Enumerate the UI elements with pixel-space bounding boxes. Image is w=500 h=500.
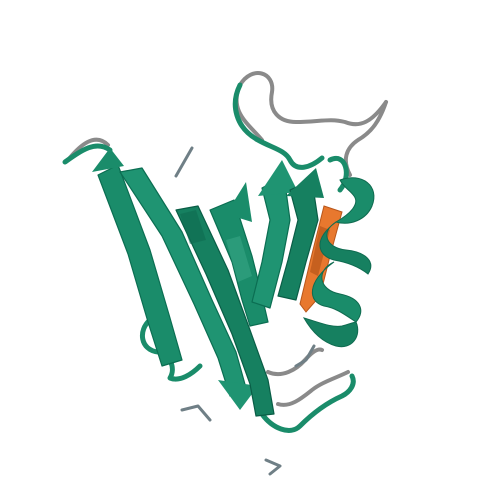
- ligand-top-left: [174, 146, 194, 178]
- ligand-right-middle: [294, 344, 316, 368]
- top-left-green-coil: [62, 143, 113, 165]
- helix-turn-4: [302, 317, 359, 348]
- beta-strand-5-arrow: [258, 160, 298, 196]
- beta-strand-1-tip: [92, 148, 124, 172]
- beta-strand-6-arrow: [286, 168, 324, 198]
- beta-sheet: [92, 148, 324, 417]
- bottom-grey-coil: [266, 347, 324, 377]
- alpha-helix: [302, 177, 375, 348]
- beta-strand-2-arrow: [218, 380, 258, 410]
- beta-strand-1: [97, 164, 183, 367]
- bottom-green-loop: [259, 373, 356, 433]
- beta-strand-3: [175, 205, 275, 417]
- ligand-bottom-left: [180, 404, 212, 422]
- helix-turn-2: [319, 221, 372, 275]
- strand-shade-1: [226, 236, 252, 282]
- green-loops: [62, 82, 356, 433]
- top-grey-loop: [234, 71, 388, 142]
- strand-shade-2: [180, 210, 206, 244]
- bottom-right-grey-coil: [276, 370, 350, 407]
- ligand-bottom: [264, 458, 282, 476]
- beta-strand-4-arrow: [226, 182, 252, 222]
- right-grey-coil: [343, 100, 388, 177]
- top-green-loop: [232, 82, 325, 170]
- ligands: [174, 146, 316, 476]
- right-green-coil: [327, 155, 349, 193]
